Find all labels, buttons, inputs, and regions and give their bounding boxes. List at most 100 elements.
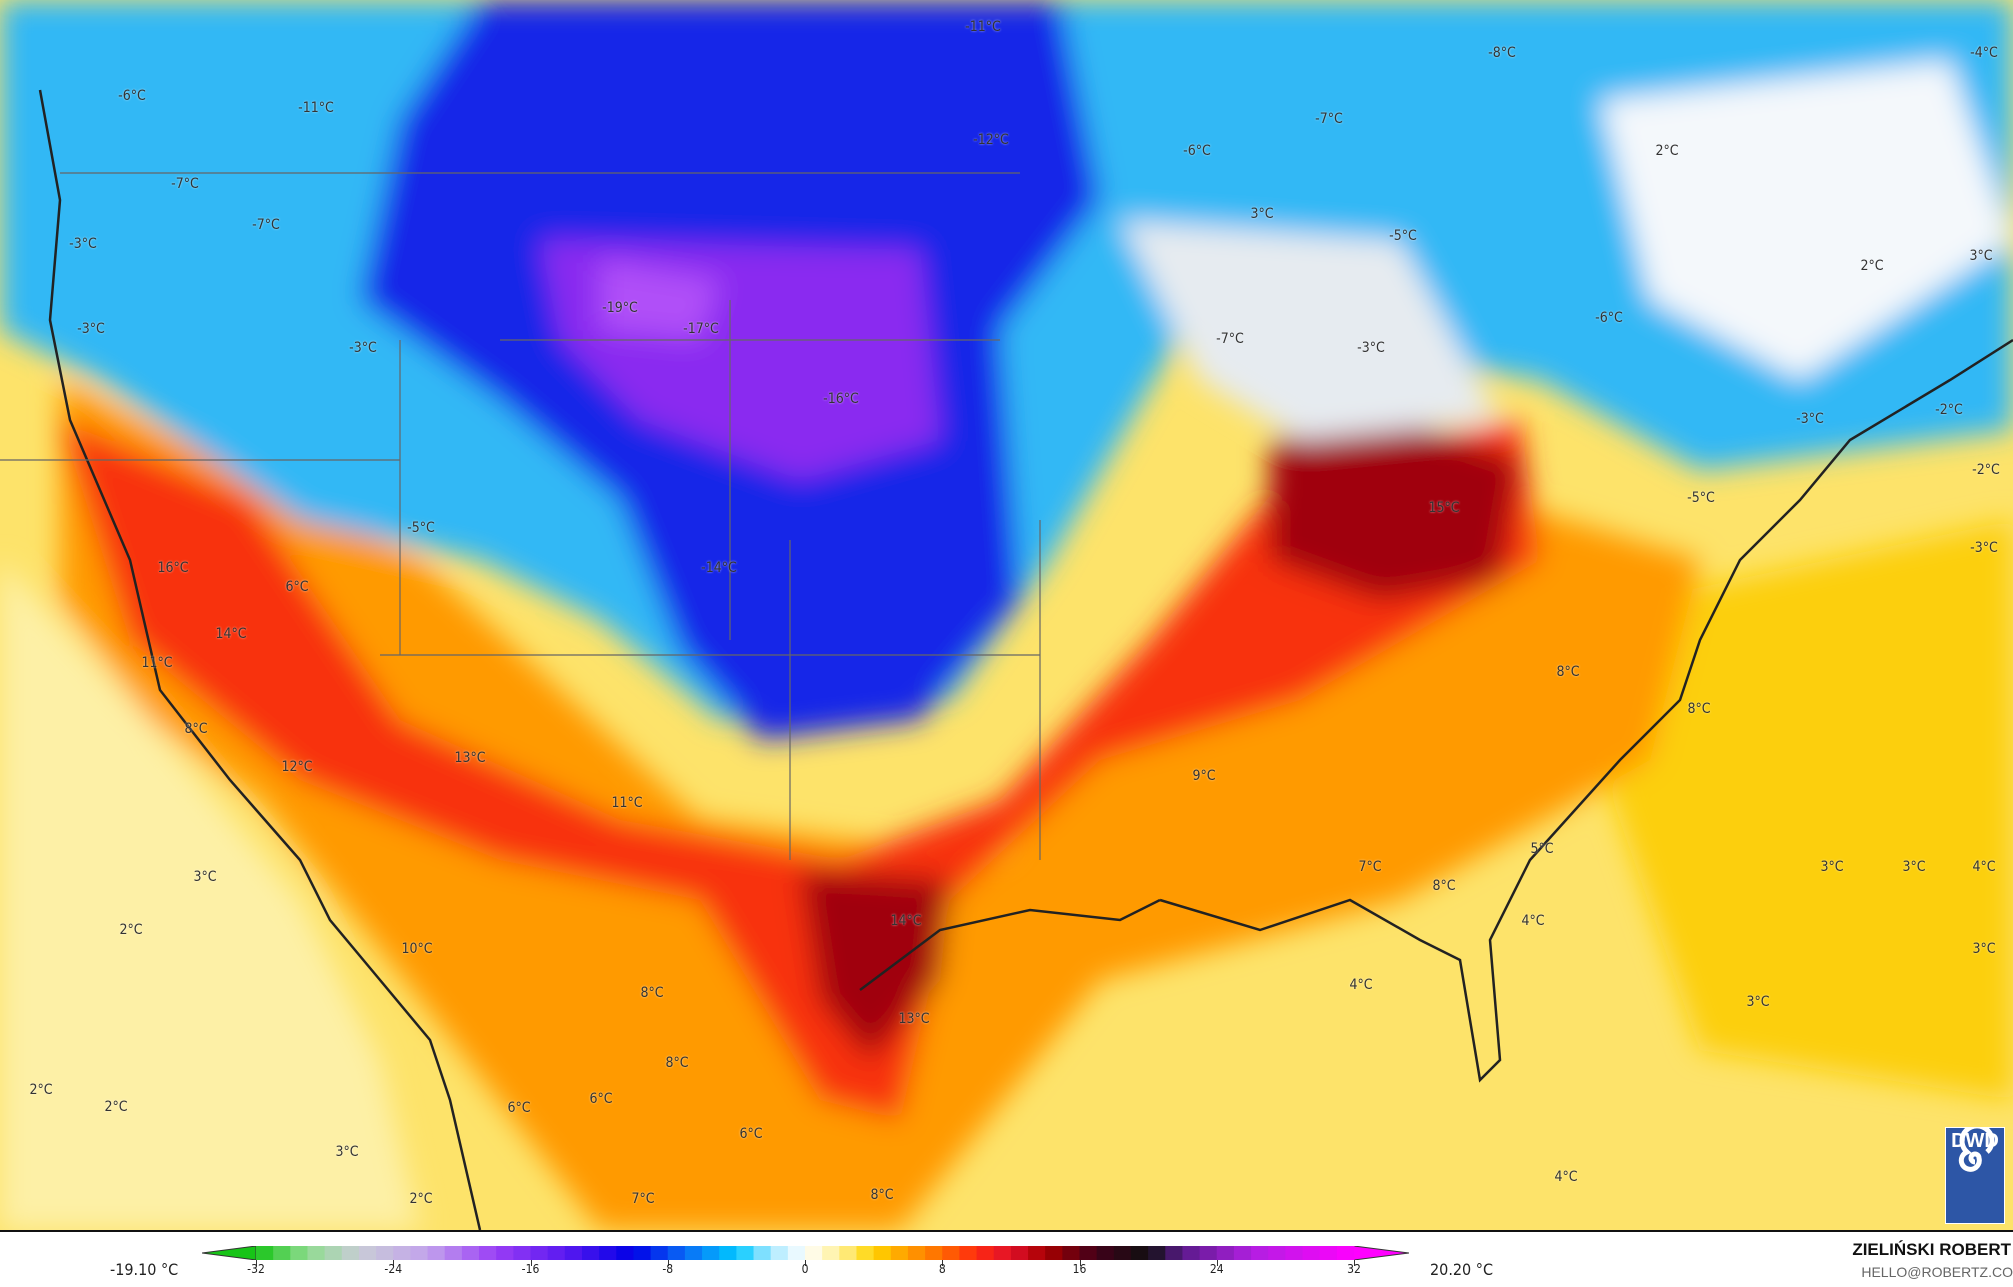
tick-mark [393,1260,395,1266]
max-value: 20.20 °C [1430,1260,1494,1279]
colorbar-swatch [753,1246,772,1260]
temperature-label: -17°C [683,321,719,337]
tick-label: 32 [1347,1262,1361,1276]
colorbar-swatch [873,1246,892,1260]
colorbar-swatch [959,1246,978,1260]
colorbar-swatch [1165,1246,1183,1260]
colorbar-min-arrow [202,1246,257,1260]
temperature-label: 2°C [409,1191,433,1207]
temperature-label: -2°C [1935,402,1963,418]
temperature-label: -5°C [407,520,435,536]
colorbar-swatch [770,1246,789,1260]
tick-label: 8 [938,1262,946,1276]
colorbar-swatch [633,1246,652,1260]
temperature-label: 8°C [640,985,664,1001]
temperature-label: 14°C [890,913,922,929]
colorbar-swatch [805,1246,823,1260]
author-email: HELLO@ROBERTZ.CO [1861,1264,2013,1280]
temperature-label: 2°C [29,1082,53,1098]
colorbar-swatch [822,1246,840,1260]
temperature-label: 3°C [335,1144,359,1160]
colorbar-swatch [942,1246,960,1260]
temperature-label: -8°C [1488,45,1516,61]
temperature-label: 14°C [215,626,247,642]
temperature-label: -19°C [602,300,638,316]
colorbar-swatch [616,1246,634,1260]
tick-label: -16 [521,1262,540,1276]
temperature-label: 2°C [119,922,143,938]
colorbar-swatch [1233,1246,1252,1260]
legend-footer: -19.10 °C -32 -24 -16 -8 0 8 16 24 32 20.20 °C Z… [0,1232,2013,1287]
colorbar-swatch [290,1246,308,1260]
temperature-label: 3°C [1250,206,1274,222]
temperature-label: 3°C [1969,248,1993,264]
colorbar-swatch [976,1246,995,1260]
colorbar-swatch [1113,1246,1132,1260]
temperature-label: 9°C [1192,768,1216,784]
colorbar-swatch [444,1246,463,1260]
temperature-label: 4°C [1521,913,1545,929]
temperature-label: 8°C [870,1187,894,1203]
colorbar-swatch [1045,1246,1063,1260]
temperature-label: 8°C [665,1055,689,1071]
colorbar-swatch [925,1246,943,1260]
min-value: -19.10 °C [110,1260,179,1279]
temperature-label: 3°C [1820,859,1844,875]
tick-mark [1216,1260,1218,1266]
temperature-label: -7°C [1315,111,1343,127]
colorbar-swatch [1148,1246,1166,1260]
colorbar-swatch [256,1246,274,1260]
colorbar-swatch [1336,1246,1355,1260]
colorbar-swatch [650,1246,669,1260]
tick-mark [530,1260,532,1266]
temperature-label: 6°C [589,1091,613,1107]
tick-mark [1079,1260,1081,1266]
temperature-label: -12°C [973,132,1009,148]
tick-mark [256,1260,257,1266]
colorbar-swatch [376,1246,394,1260]
colorbar-swatch [856,1246,875,1260]
temperature-label: 6°C [739,1126,763,1142]
tick-label: 24 [1209,1262,1224,1276]
colorbar-swatch [1302,1246,1321,1260]
tick-label: -8 [662,1262,674,1276]
colorbar-swatch [564,1246,583,1260]
colorbar-swatch [1216,1246,1235,1260]
colorbar-swatch [839,1246,857,1260]
tick-mark [667,1260,669,1266]
colorbar-swatch [358,1246,377,1260]
colorbar-swatch [890,1246,909,1260]
temperature-label: 13°C [898,1011,930,1027]
colorbar-swatch [427,1246,446,1260]
temperature-label: 11°C [611,795,643,811]
temperature-label: 3°C [193,869,217,885]
temperature-label: 10°C [401,941,433,957]
temperature-label: 2°C [1655,143,1679,159]
temperature-field [0,0,2013,1230]
temperature-label: -2°C [1972,462,2000,478]
temperature-label: 16°C [157,560,189,576]
tick-label: 16 [1072,1262,1087,1276]
colorbar-swatch [273,1246,291,1260]
temperature-label: -3°C [69,236,97,252]
temperature-label: -3°C [77,321,105,337]
temperature-label: 8°C [184,721,208,737]
temperature-label: -4°C [1970,45,1998,61]
temperature-map: -11°C -8°C -4°C -6°C -11°C -12°C -7°C -6°C 2°C -7… [0,0,2013,1232]
temperature-label: 4°C [1972,859,1996,875]
colorbar-swatch [324,1246,343,1260]
dwd-logo: DWD [1945,1127,2005,1224]
tick-label: 0 [801,1262,809,1276]
color-bar [202,1246,1409,1260]
colorbar-swatch [1319,1246,1338,1260]
colorbar-swatch [410,1246,429,1260]
temperature-label: 3°C [1902,859,1926,875]
colorbar-swatch [1251,1246,1269,1260]
temperature-label: -11°C [965,19,1001,35]
colorbar-swatch [1096,1246,1115,1260]
colorbar-swatch [599,1246,617,1260]
tick-mark [942,1260,944,1266]
spiral-icon [1958,1128,1995,1172]
temperature-label: 3°C [1972,941,1996,957]
temperature-label: 11°C [141,655,173,671]
